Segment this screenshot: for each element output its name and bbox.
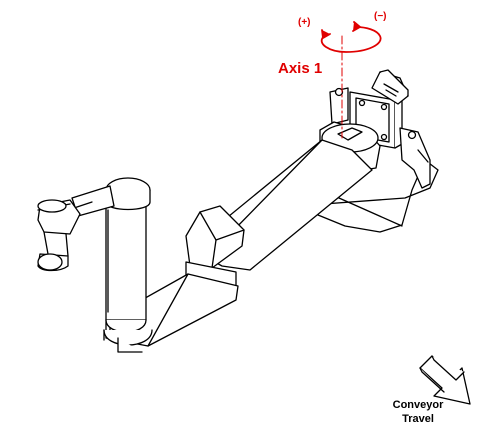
positive-direction-label: (+)	[298, 17, 311, 28]
tool-head	[37, 199, 81, 272]
conveyor-label-line1: Conveyor	[392, 399, 444, 411]
motor-box	[371, 69, 409, 105]
wrist-cap	[97, 177, 151, 211]
right-bracket	[399, 127, 431, 189]
conveyor-travel-label: Conveyor Travel	[378, 398, 458, 426]
vertical-column	[103, 199, 153, 353]
curved-rotation-arrow-icon	[320, 21, 382, 53]
negative-direction-label: (−)	[374, 11, 387, 22]
left-bracket	[329, 87, 349, 125]
conveyor-direction-arrow-icon	[419, 355, 471, 405]
conveyor-label-line2: Travel	[402, 413, 434, 425]
axis-label: Axis 1	[278, 60, 323, 77]
